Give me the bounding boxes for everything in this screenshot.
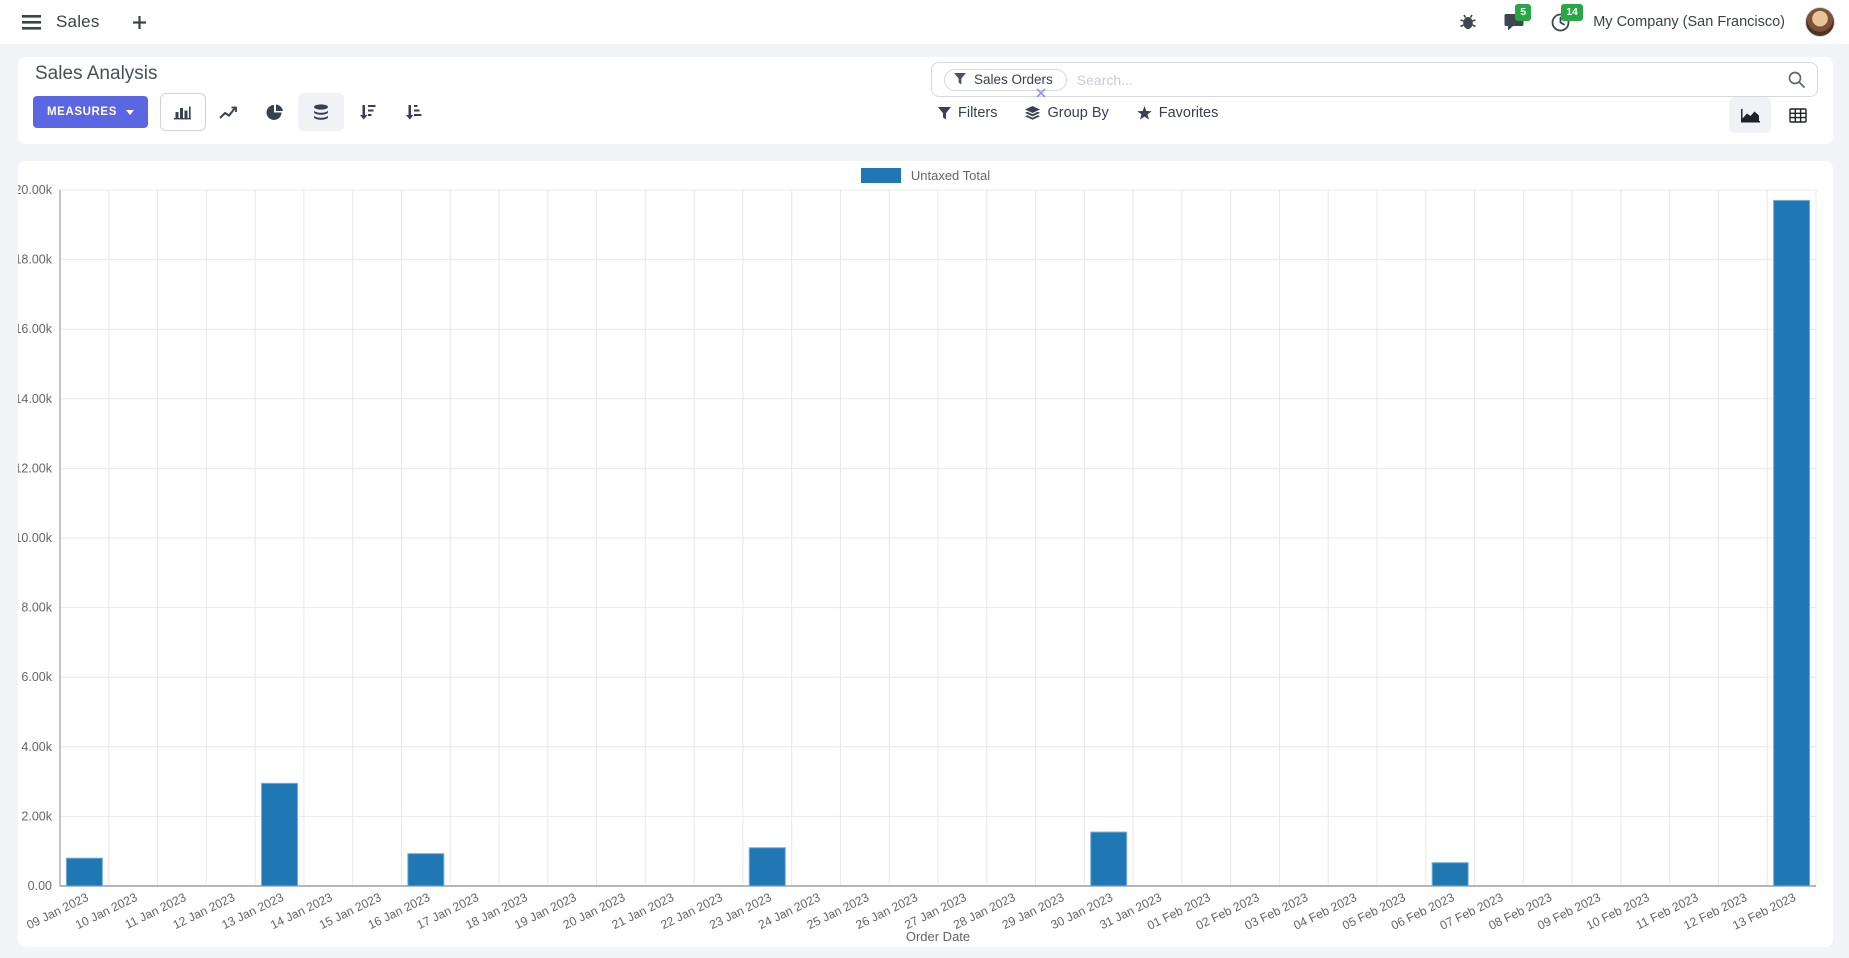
top-navbar: Sales 5 14 My Company (San Francisco) <box>0 0 1849 44</box>
y-tick-label: 4.00k <box>21 740 52 754</box>
y-tick-label: 12.00k <box>18 461 53 475</box>
stacked-toggle-button[interactable] <box>297 93 344 131</box>
view-switcher <box>1729 97 1819 133</box>
pie-chart-mode-button[interactable] <box>252 93 298 131</box>
sort-descending-button[interactable] <box>344 93 390 131</box>
y-tick-label: 18.00k <box>18 253 53 267</box>
messages-count-badge: 5 <box>1515 4 1532 21</box>
measures-label: MEASURES <box>47 106 117 118</box>
bar-16 Jan 2023[interactable] <box>407 853 445 887</box>
bar-30 Jan 2023[interactable] <box>1090 831 1128 887</box>
y-tick-label: 2.00k <box>21 809 52 823</box>
graph-view-button[interactable] <box>1729 97 1771 133</box>
y-tick-label: 14.00k <box>18 392 53 406</box>
plus-icon[interactable] <box>126 8 154 36</box>
bar-chart: 0.00 2.00k 4.00k 6.00k 8.00k 10.00k 12.00k 14.0… <box>18 183 1817 944</box>
bar-09 Jan 2023[interactable] <box>65 857 103 887</box>
group-by-label: Group By <box>1047 105 1109 121</box>
measures-button[interactable]: MEASURES <box>33 96 148 128</box>
search-facet[interactable]: Sales Orders <box>944 68 1067 91</box>
company-selector[interactable]: My Company (San Francisco) <box>1593 14 1785 30</box>
debug-bug-icon[interactable] <box>1455 9 1481 35</box>
page-title: Sales Analysis <box>35 63 158 84</box>
search-facet-label: Sales Orders <box>974 71 1053 87</box>
search-bar[interactable]: Sales Orders <box>931 62 1818 98</box>
bar-13 Jan 2023[interactable] <box>261 782 298 887</box>
graph-toolbar: MEASURES <box>33 93 436 131</box>
bar-chart-mode-button[interactable] <box>159 93 206 131</box>
facet-remove-icon[interactable] <box>1036 88 1046 98</box>
chevron-down-icon <box>125 109 134 115</box>
y-tick-label: 6.00k <box>21 670 52 684</box>
bar-13 Feb 2023[interactable] <box>1773 199 1811 887</box>
activities-clock-icon[interactable]: 14 <box>1547 4 1583 35</box>
y-tick-label: 20.00k <box>18 183 53 197</box>
app-name[interactable]: Sales <box>56 12 100 31</box>
x-axis-title: Order Date <box>906 929 970 944</box>
bar-23 Jan 2023[interactable] <box>748 847 786 887</box>
star-icon <box>1136 106 1152 120</box>
favorites-button[interactable]: Favorites <box>1136 105 1219 121</box>
legend-label: Untaxed Total <box>910 168 991 183</box>
apps-menu-icon[interactable] <box>14 7 48 37</box>
y-tick-label: 16.00k <box>18 322 53 336</box>
user-avatar[interactable] <box>1805 7 1835 37</box>
graph-view: Untaxed Total 0.00 2.00k 4.00k 6.00k 8.00k 10… <box>18 161 1833 947</box>
y-tick-label: 10.00k <box>18 531 53 545</box>
sort-ascending-button[interactable] <box>390 93 436 131</box>
pivot-view-button[interactable] <box>1777 97 1819 133</box>
legend-swatch <box>860 168 901 183</box>
activities-count-badge: 14 <box>1561 4 1583 21</box>
search-options-row: Filters Group By Favorites <box>938 105 1218 121</box>
messages-icon[interactable]: 5 <box>1501 4 1532 35</box>
line-chart-mode-button[interactable] <box>206 93 252 131</box>
filter-funnel-icon <box>954 73 966 85</box>
filter-icon <box>938 106 951 119</box>
layers-icon <box>1025 106 1041 120</box>
chart-legend[interactable]: Untaxed Total <box>18 168 1833 183</box>
group-by-button[interactable]: Group By <box>1025 105 1109 121</box>
bar-06 Feb 2023[interactable] <box>1431 862 1469 887</box>
y-tick-label: 8.00k <box>21 601 52 615</box>
search-input[interactable] <box>1076 71 1788 88</box>
search-icon[interactable] <box>1788 71 1805 88</box>
filters-button[interactable]: Filters <box>938 105 997 121</box>
y-tick-label: 0.00 <box>28 879 52 893</box>
favorites-label: Favorites <box>1158 105 1219 121</box>
control-panel: Sales Analysis MEASURES Sales Orders <box>18 57 1833 144</box>
filters-label: Filters <box>958 105 998 121</box>
